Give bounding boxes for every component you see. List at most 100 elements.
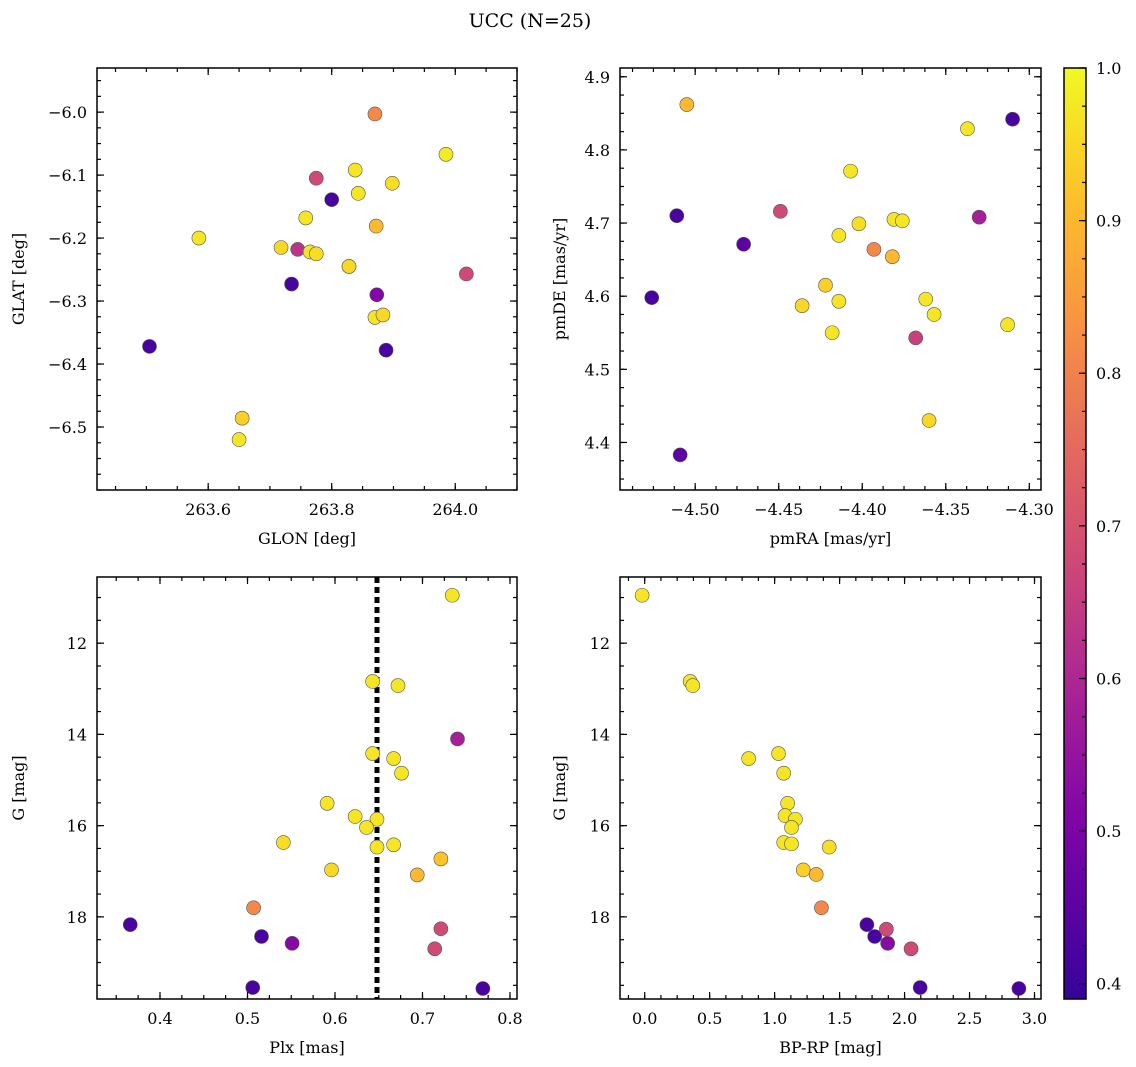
x-axis-label: GLON [deg] xyxy=(258,529,356,548)
data-point xyxy=(960,121,975,137)
data-point xyxy=(386,837,401,853)
data-point xyxy=(475,981,491,996)
data-point xyxy=(427,941,443,957)
data-point xyxy=(369,811,385,827)
y-tick-label: −6.1 xyxy=(48,166,87,185)
data-point xyxy=(808,867,824,882)
data-point xyxy=(780,795,795,811)
data-point xyxy=(1000,317,1015,333)
y-tick-label: −6.0 xyxy=(48,103,87,122)
x-tick-label: −4.35 xyxy=(921,500,970,519)
panel-cmd: 0.0 0.5 1.0 1.5 2.0 2.5 3.0 12 14 16 18 BP-RP [mag]… xyxy=(550,576,1047,1057)
data-point xyxy=(912,980,928,995)
data-point xyxy=(867,929,882,944)
data-point xyxy=(736,236,751,252)
data-point xyxy=(284,276,299,292)
x-tick-label: 0.8 xyxy=(497,1009,522,1028)
data-point xyxy=(276,835,291,850)
data-point xyxy=(971,209,987,225)
data-point xyxy=(824,325,840,341)
x-tick-label: 2.0 xyxy=(892,1009,917,1028)
data-point xyxy=(784,820,799,835)
data-point xyxy=(776,765,792,781)
data-point xyxy=(444,587,460,603)
y-tick-label: 14 xyxy=(67,725,87,744)
data-point xyxy=(231,432,247,447)
data-point xyxy=(866,242,882,257)
figure-title: UCC (N=25) xyxy=(469,10,592,32)
x-tick-label: −4.40 xyxy=(838,500,887,519)
y-tick-label: 14 xyxy=(590,725,610,744)
y-tick-label: 4.8 xyxy=(585,141,610,160)
data-point xyxy=(347,162,363,178)
points xyxy=(122,587,491,996)
data-point xyxy=(741,751,756,766)
data-point xyxy=(895,213,910,229)
colorbar-tick-label: 0.5 xyxy=(1096,822,1121,841)
data-point xyxy=(859,917,875,932)
y-tick-label: 4.9 xyxy=(585,68,610,87)
data-point xyxy=(324,192,340,207)
axes-frame xyxy=(619,576,1042,1000)
data-point xyxy=(273,240,289,255)
data-point xyxy=(918,291,934,307)
data-point xyxy=(308,170,324,186)
data-point xyxy=(644,290,660,305)
axes-frame xyxy=(619,67,1042,491)
x-tick-label: −4.30 xyxy=(1005,500,1054,519)
data-point xyxy=(634,587,650,603)
y-axis-label: pmDE [mas/yr] xyxy=(550,218,569,341)
data-point xyxy=(290,242,306,257)
data-point xyxy=(795,862,811,878)
data-point xyxy=(672,447,688,463)
data-point xyxy=(880,936,895,951)
colorbar-tick-label: 0.8 xyxy=(1096,364,1121,383)
data-point xyxy=(350,186,366,201)
data-point xyxy=(384,175,400,191)
x-tick-label: 263.6 xyxy=(185,500,231,519)
data-point xyxy=(234,410,250,426)
y-tick-label: 12 xyxy=(590,634,610,653)
data-point xyxy=(390,678,406,693)
data-point xyxy=(375,307,391,323)
x-tick-label: 0.0 xyxy=(632,1009,657,1028)
axes-frame xyxy=(96,576,518,1000)
data-point xyxy=(851,216,867,232)
data-point xyxy=(246,900,261,916)
x-tick-label: 1.5 xyxy=(827,1009,852,1028)
y-tick-label: −6.4 xyxy=(48,355,87,374)
data-point xyxy=(814,900,829,916)
data-point xyxy=(818,277,833,293)
data-point xyxy=(773,204,788,219)
colorbar-tick-label: 0.9 xyxy=(1096,212,1121,231)
x-tick-label: −4.50 xyxy=(671,500,720,519)
data-point xyxy=(369,839,385,855)
data-point xyxy=(254,929,269,944)
y-axis-label: G [mag] xyxy=(550,755,569,820)
colorbar: 0.4 0.5 0.6 0.7 0.8 0.9 1.0 xyxy=(1063,59,1121,1000)
x-tick-label: 0.7 xyxy=(410,1009,435,1028)
colorbar-tick-label: 0.4 xyxy=(1096,975,1121,994)
data-point xyxy=(679,97,695,112)
y-axis-label: GLAT [deg] xyxy=(9,233,28,325)
data-point xyxy=(459,266,474,282)
data-point xyxy=(359,820,374,835)
data-point xyxy=(821,839,837,855)
x-tick-label: −4.45 xyxy=(754,500,803,519)
data-point xyxy=(433,921,449,937)
data-point xyxy=(879,921,894,937)
data-point xyxy=(308,246,324,262)
data-point xyxy=(784,836,799,852)
data-point xyxy=(685,678,701,693)
data-point xyxy=(319,795,335,811)
data-point xyxy=(885,249,900,264)
panels: 263.6 263.8 264.0 −6.0 −6.1 −6.2 −6.3 −6.4 −6.5 G… xyxy=(9,67,1054,1057)
data-point xyxy=(926,307,942,322)
data-point xyxy=(921,413,937,428)
data-point xyxy=(369,287,385,303)
data-point xyxy=(409,867,425,883)
data-point xyxy=(908,330,924,346)
data-point xyxy=(771,746,786,761)
data-point xyxy=(386,751,401,766)
